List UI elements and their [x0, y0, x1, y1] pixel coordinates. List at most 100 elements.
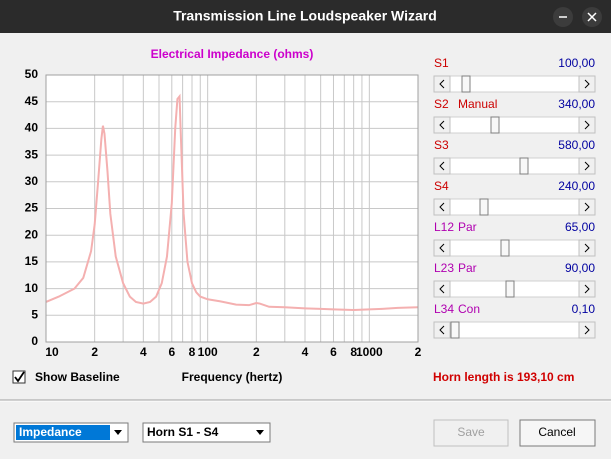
chevron-left: [439, 202, 445, 212]
slider-thumb[interactable]: [500, 239, 510, 257]
slider-left-button[interactable]: [433, 321, 451, 339]
show-baseline-checkbox[interactable]: Show Baseline: [12, 370, 120, 384]
y-tick-label: 45: [25, 94, 39, 108]
slider-thumb[interactable]: [490, 116, 500, 134]
minimize-button[interactable]: [553, 7, 573, 27]
slider-value: 65,00: [565, 220, 595, 234]
slider-mode: Par: [458, 261, 477, 275]
button-label: Cancel: [538, 425, 575, 439]
x-axis-label: Frequency (hertz): [182, 370, 283, 384]
slider-right-button[interactable]: [578, 116, 596, 134]
slider-track: [433, 157, 596, 175]
slider[interactable]: [433, 157, 596, 175]
x-tick-label: 4: [140, 345, 147, 359]
y-tick-label: 10: [25, 281, 39, 295]
y-tick-label: 30: [25, 174, 39, 188]
slider-left-button[interactable]: [433, 157, 451, 175]
slider-left-button[interactable]: [433, 198, 451, 216]
chevron-right: [584, 325, 590, 335]
slider-thumb[interactable]: [519, 157, 529, 175]
slider-mode: Con: [458, 302, 480, 316]
checkbox-label: Show Baseline: [35, 370, 120, 384]
chevron-left: [439, 120, 445, 130]
slider-name: S1: [434, 56, 449, 70]
slider-right-button[interactable]: [578, 198, 596, 216]
x-tick-label: 8: [350, 345, 357, 359]
slider-right-button[interactable]: [578, 321, 596, 339]
slider-thumb[interactable]: [505, 280, 515, 298]
window-title: Transmission Line Loudspeaker Wizard: [173, 8, 437, 24]
slider-track: [433, 75, 596, 93]
y-tick-label: 25: [25, 201, 39, 215]
horn-dropdown[interactable]: Horn S1 - S4: [142, 422, 271, 443]
slider-name: S3: [434, 138, 449, 152]
title-bar: [0, 0, 611, 33]
chevron-left: [439, 243, 445, 253]
chevron-left: [439, 325, 445, 335]
x-tick-label: 2: [253, 345, 260, 359]
x-tick-label: 6: [168, 345, 175, 359]
button-label: Save: [457, 425, 485, 439]
y-tick-label: 0: [31, 334, 38, 348]
slider-track: [433, 116, 596, 134]
cancel-button[interactable]: Cancel: [519, 419, 596, 447]
plot-border: [45, 74, 419, 343]
slider-name: S4: [434, 179, 449, 193]
slider-left-button[interactable]: [433, 75, 451, 93]
chevron-right: [584, 79, 590, 89]
slider[interactable]: [433, 321, 596, 339]
slider[interactable]: [433, 280, 596, 298]
x-tick-label: 10: [45, 345, 59, 359]
slider-left-button[interactable]: [433, 239, 451, 257]
slider-panel: S1 100,00 S2 Manual 340,00 S3 580,00 S4 240,00 L1…: [433, 56, 596, 339]
slider[interactable]: [433, 116, 596, 134]
slider-right-button[interactable]: [578, 280, 596, 298]
dropdown-value: Impedance: [19, 425, 82, 439]
chevron-left: [439, 161, 445, 171]
horn-length: Horn length is 193,10 cm: [433, 370, 574, 384]
x-tick-label: 6: [330, 345, 337, 359]
x-tick-label: 2: [415, 345, 422, 359]
slider-mode: Par: [458, 220, 477, 234]
slider-track: [433, 239, 596, 257]
save-button[interactable]: Save: [433, 419, 509, 447]
slider-thumb[interactable]: [461, 75, 471, 93]
x-tick-label: 4: [302, 345, 309, 359]
slider-mode: Manual: [458, 97, 497, 111]
y-tick-label: 50: [25, 67, 39, 81]
chevron-left: [439, 79, 445, 89]
y-tick-label: 35: [25, 147, 39, 161]
slider-value: 0,10: [572, 302, 596, 316]
slider[interactable]: [433, 198, 596, 216]
slider-value: 240,00: [558, 179, 595, 193]
slider-left-button[interactable]: [433, 116, 451, 134]
slider-name: L34: [434, 302, 454, 316]
slider-thumb[interactable]: [479, 198, 489, 216]
chevron-right: [584, 161, 590, 171]
dropdown-value: Horn S1 - S4: [147, 425, 219, 439]
slider-value: 340,00: [558, 97, 595, 111]
chevron-right: [584, 202, 590, 212]
slider-right-button[interactable]: [578, 239, 596, 257]
slider-name: S2: [434, 97, 449, 111]
slider-thumb[interactable]: [450, 321, 460, 339]
slider-right-button[interactable]: [578, 157, 596, 175]
slider-value: 90,00: [565, 261, 595, 275]
close-button[interactable]: [582, 7, 602, 27]
slider-right-button[interactable]: [578, 75, 596, 93]
plot-type-dropdown[interactable]: Impedance: [13, 422, 129, 443]
y-tick-label: 40: [25, 121, 39, 135]
x-tick-label: 100: [198, 345, 218, 359]
slider-value: 580,00: [558, 138, 595, 152]
chevron-right: [584, 284, 590, 294]
slider-value: 100,00: [558, 56, 595, 70]
slider-left-button[interactable]: [433, 280, 451, 298]
slider[interactable]: [433, 239, 596, 257]
chart-title: Electrical Impedance (ohms): [151, 47, 314, 61]
slider[interactable]: [433, 75, 596, 93]
y-tick-label: 15: [25, 254, 39, 268]
chevron-left: [439, 284, 445, 294]
x-tick-label: 1000: [356, 345, 383, 359]
